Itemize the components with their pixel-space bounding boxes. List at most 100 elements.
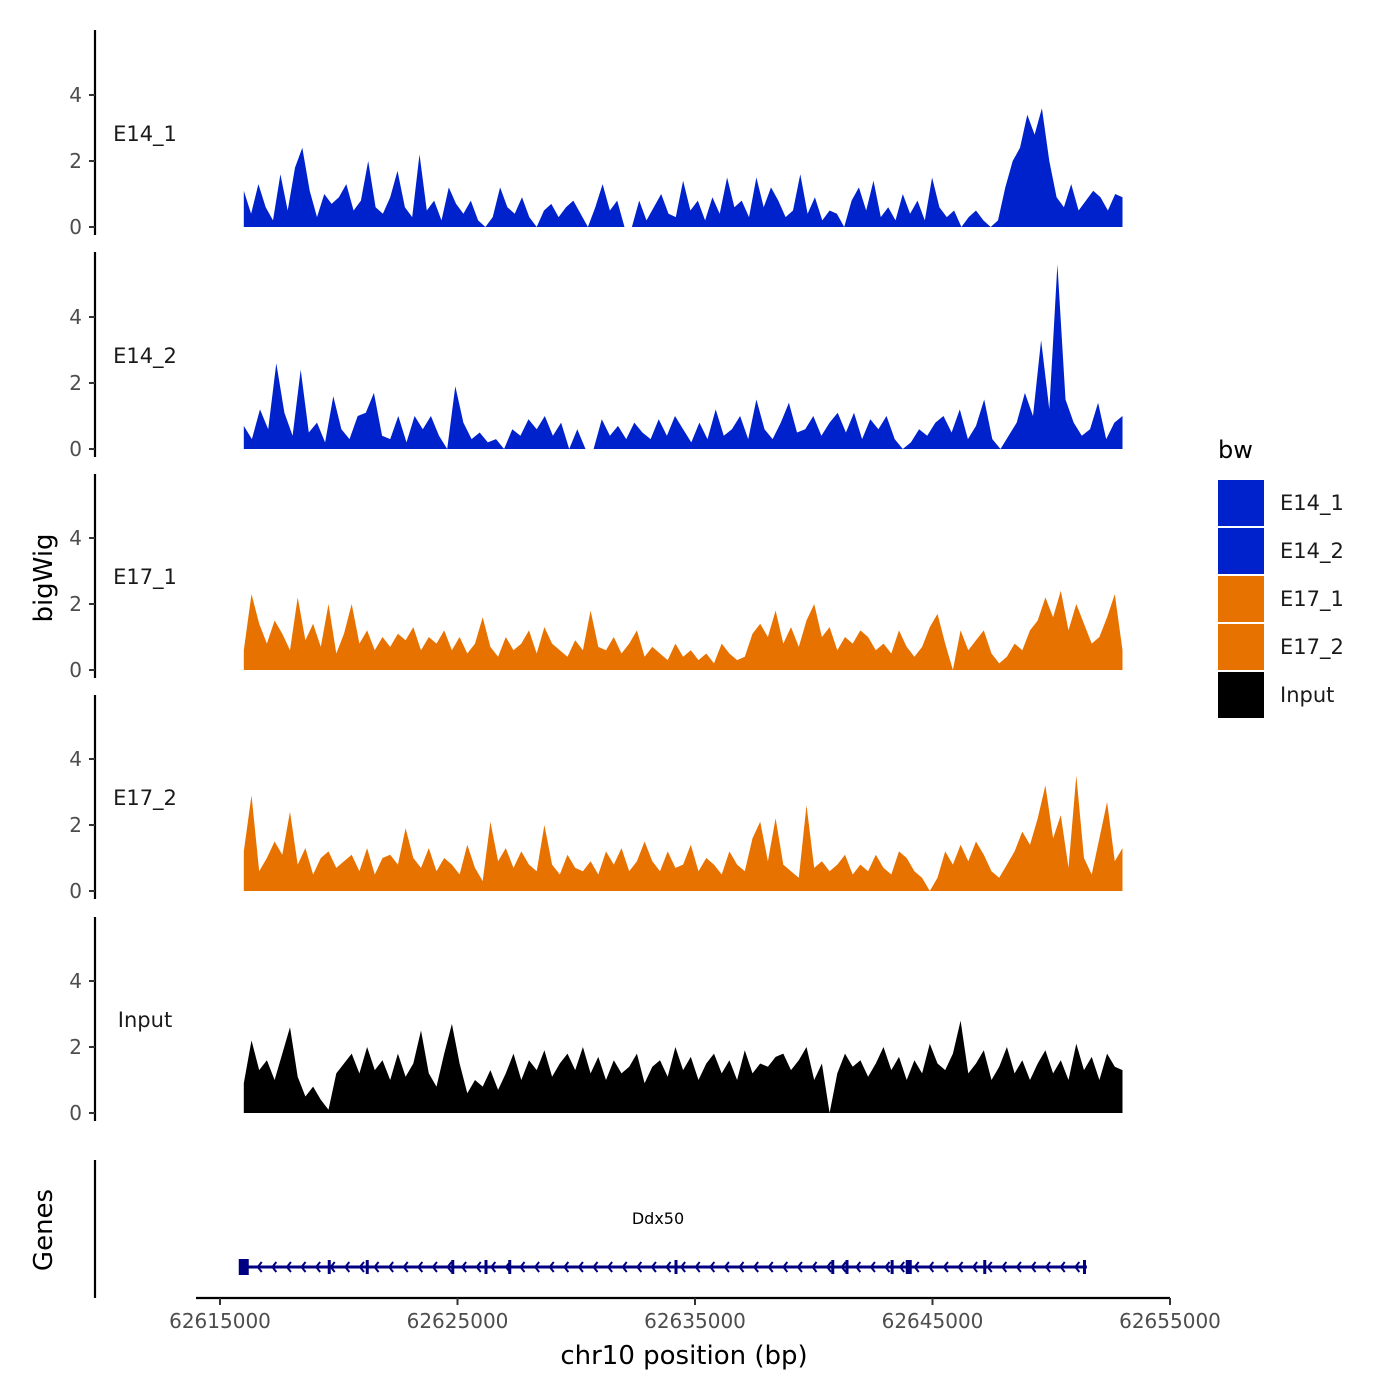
- y-tick-label: 4: [69, 969, 82, 993]
- strand-arrow: [796, 1261, 803, 1273]
- strand-arrow: [475, 1261, 482, 1273]
- strand-arrow: [840, 1261, 847, 1273]
- strand-arrow: [344, 1261, 351, 1273]
- strand-arrow: [606, 1261, 613, 1273]
- exon: [508, 1260, 512, 1274]
- x-axis-title: chr10 position (bp): [560, 1341, 807, 1371]
- strand-arrow: [1044, 1261, 1051, 1273]
- legend-swatch: [1218, 528, 1264, 574]
- strand-arrow: [621, 1261, 628, 1273]
- signal-area-e17-1: [243, 590, 1123, 670]
- strand-arrow: [460, 1261, 467, 1273]
- y-tick-label: 0: [69, 879, 82, 903]
- exon: [890, 1260, 894, 1274]
- legend-swatch: [1218, 576, 1264, 622]
- strand-arrow: [986, 1261, 993, 1273]
- strand-arrow: [1059, 1261, 1066, 1273]
- y-tick-label: 2: [69, 813, 82, 837]
- strand-arrow: [256, 1261, 263, 1273]
- legend: bw E14_1 E14_2 E17_1 E17_2 Input: [1218, 436, 1344, 718]
- strand-arrow: [446, 1261, 453, 1273]
- track-e14-1: 0 2 4 E14_1: [69, 30, 1123, 239]
- y-tick-label: 0: [69, 215, 82, 239]
- strand-arrow: [1001, 1261, 1008, 1273]
- strand-arrow: [1030, 1261, 1037, 1273]
- legend-swatch: [1218, 672, 1264, 718]
- strand-arrow: [738, 1261, 745, 1273]
- y-tick-label: 4: [69, 83, 82, 107]
- strand-arrow: [709, 1261, 716, 1273]
- y-tick-label: 2: [69, 1035, 82, 1059]
- x-axis: 62615000 62625000 62635000 62645000 62655000: [169, 1296, 1221, 1333]
- strand-arrow: [431, 1261, 438, 1273]
- strand-arrow: [855, 1261, 862, 1273]
- strand-arrow: [782, 1261, 789, 1273]
- exon: [451, 1260, 455, 1274]
- strand-arrow: [723, 1261, 730, 1273]
- y-tick-label: 4: [69, 305, 82, 329]
- track-label: E14_1: [113, 122, 177, 147]
- strand-arrow: [387, 1261, 394, 1273]
- exon: [831, 1260, 835, 1274]
- strand-arrow: [563, 1261, 570, 1273]
- strand-arrow: [519, 1261, 526, 1273]
- y-tick-label: 2: [69, 149, 82, 173]
- tracks-panel: 0 2 4 E14_1 0 2 4 E14_2 0 2 4 E17_1 0 2 4 E17_2 0 2 4 Input: [69, 30, 1123, 1125]
- x-tick-label: 62625000: [407, 1309, 509, 1333]
- exon: [905, 1260, 912, 1274]
- exon: [238, 1259, 249, 1275]
- legend-label: E14_2: [1280, 539, 1344, 564]
- x-tick-label: 62635000: [644, 1309, 746, 1333]
- strand-arrow: [825, 1261, 832, 1273]
- track-label: E17_2: [113, 786, 177, 811]
- strand-arrow: [402, 1261, 409, 1273]
- gene-panel: Ddx50: [93, 1160, 1087, 1298]
- strand-arrow: [636, 1261, 643, 1273]
- strand-arrow: [884, 1261, 891, 1273]
- legend-swatch: [1218, 624, 1264, 670]
- exon: [365, 1260, 369, 1274]
- y-tick-label: 0: [69, 1101, 82, 1125]
- y-tick-label: 0: [69, 658, 82, 682]
- exon: [484, 1260, 488, 1274]
- x-tick-label: 62655000: [1119, 1309, 1221, 1333]
- track-label: E17_1: [113, 565, 177, 590]
- legend-title: bw: [1218, 436, 1253, 464]
- strand-arrow: [869, 1261, 876, 1273]
- track-e14-2: 0 2 4 E14_2: [69, 252, 1123, 461]
- legend-label: Input: [1280, 683, 1334, 707]
- legend-label: E17_2: [1280, 635, 1344, 660]
- strand-arrow: [1074, 1261, 1081, 1273]
- strand-arrow: [592, 1261, 599, 1273]
- y-axis-title: bigWig: [29, 533, 59, 622]
- strand-arrow: [577, 1261, 584, 1273]
- y-tick-label: 0: [69, 437, 82, 461]
- signal-area-e14-1: [243, 108, 1123, 227]
- strand-arrow: [913, 1261, 920, 1273]
- track-e17-1: 0 2 4 E17_1: [69, 474, 1123, 682]
- strand-arrow: [694, 1261, 701, 1273]
- strand-arrow: [679, 1261, 686, 1273]
- strand-arrow: [898, 1261, 905, 1273]
- exon: [1083, 1260, 1086, 1274]
- genes-axis-title: Genes: [29, 1189, 59, 1271]
- strand-arrow: [271, 1261, 278, 1273]
- y-tick-label: 2: [69, 371, 82, 395]
- gene-name-label: Ddx50: [632, 1209, 684, 1228]
- strand-arrow: [300, 1261, 307, 1273]
- strand-arrow: [650, 1261, 657, 1273]
- legend-label: E17_1: [1280, 587, 1344, 612]
- track-label: Input: [118, 1008, 172, 1032]
- exon: [674, 1260, 678, 1274]
- exon: [845, 1260, 849, 1274]
- strand-arrow: [373, 1261, 380, 1273]
- strand-arrow: [928, 1261, 935, 1273]
- strand-arrow: [285, 1261, 292, 1273]
- track-label: E14_2: [113, 344, 177, 369]
- legend-label: E14_1: [1280, 491, 1344, 516]
- track-input: 0 2 4 Input: [69, 917, 1123, 1125]
- track-e17-2: 0 2 4 E17_2: [69, 695, 1123, 903]
- y-tick-label: 4: [69, 747, 82, 771]
- strand-arrow: [1015, 1261, 1022, 1273]
